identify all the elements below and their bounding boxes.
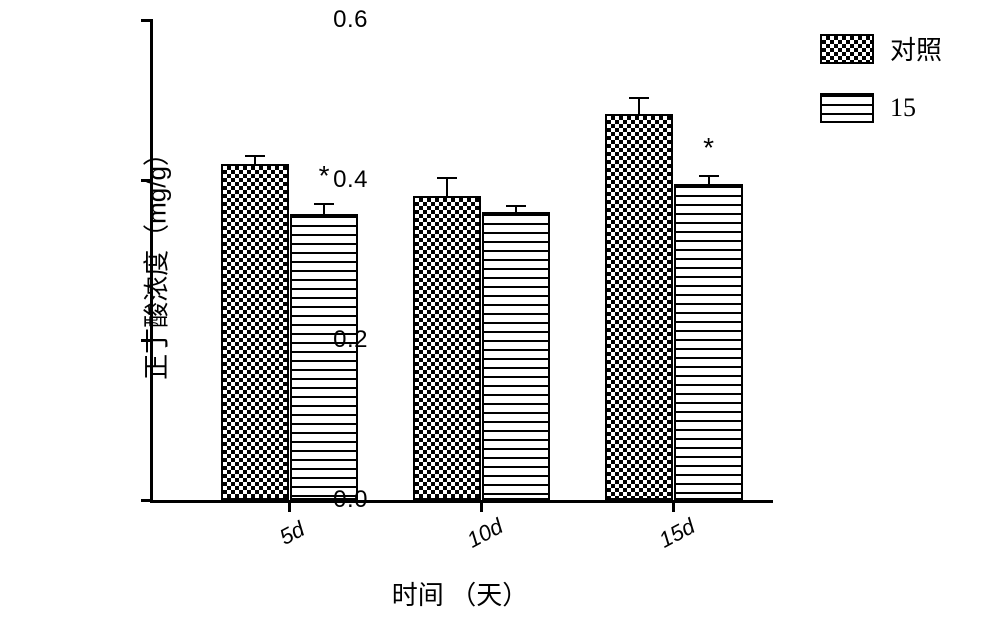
x-tick-label: 5d: [276, 516, 310, 550]
legend-label: 15: [890, 93, 916, 123]
error-bar-cap: [629, 97, 649, 99]
chart-canvas: 正丁酸浓度（mg/g） 时间 （天） ** 对照 15 0.00.20.40.6…: [0, 0, 1000, 624]
bar: [674, 184, 742, 500]
legend-swatch-hlines: [820, 93, 874, 123]
error-bar-cap: [437, 177, 457, 179]
error-bar-cap: [506, 205, 526, 207]
error-bar-stem: [446, 178, 448, 196]
legend-label: 对照: [890, 30, 942, 67]
error-bar-stem: [254, 156, 256, 164]
legend-swatch-checker: [820, 34, 874, 64]
x-axis-title: 时间 （天）: [392, 575, 529, 612]
bar: [482, 212, 550, 500]
plot-area: **: [150, 20, 773, 503]
y-tick-label: 0.4: [333, 166, 368, 194]
significance-marker: *: [703, 132, 714, 164]
x-tick: [288, 500, 291, 512]
error-bar-stem: [638, 98, 640, 114]
error-bar-stem: [708, 176, 710, 184]
x-tick: [480, 500, 483, 512]
y-tick: [141, 179, 153, 182]
error-bar-cap: [245, 155, 265, 157]
bar: [290, 214, 358, 500]
error-bar-cap: [699, 175, 719, 177]
y-tick: [141, 19, 153, 22]
bar: [413, 196, 481, 500]
bar: [605, 114, 673, 500]
significance-marker: *: [319, 160, 330, 192]
y-tick-label: 0.2: [333, 326, 368, 354]
y-tick: [141, 499, 153, 502]
y-tick: [141, 339, 153, 342]
y-tick-label: 0.0: [333, 486, 368, 514]
x-tick-label: 15d: [655, 513, 700, 553]
error-bar-stem: [323, 204, 325, 214]
legend-item: 对照: [820, 30, 942, 67]
legend: 对照 15: [820, 30, 942, 149]
y-tick-label: 0.6: [333, 6, 368, 34]
x-tick-label: 10d: [462, 513, 507, 553]
x-tick: [672, 500, 675, 512]
error-bar-cap: [314, 203, 334, 205]
legend-item: 15: [820, 93, 942, 123]
bar: [221, 164, 289, 500]
